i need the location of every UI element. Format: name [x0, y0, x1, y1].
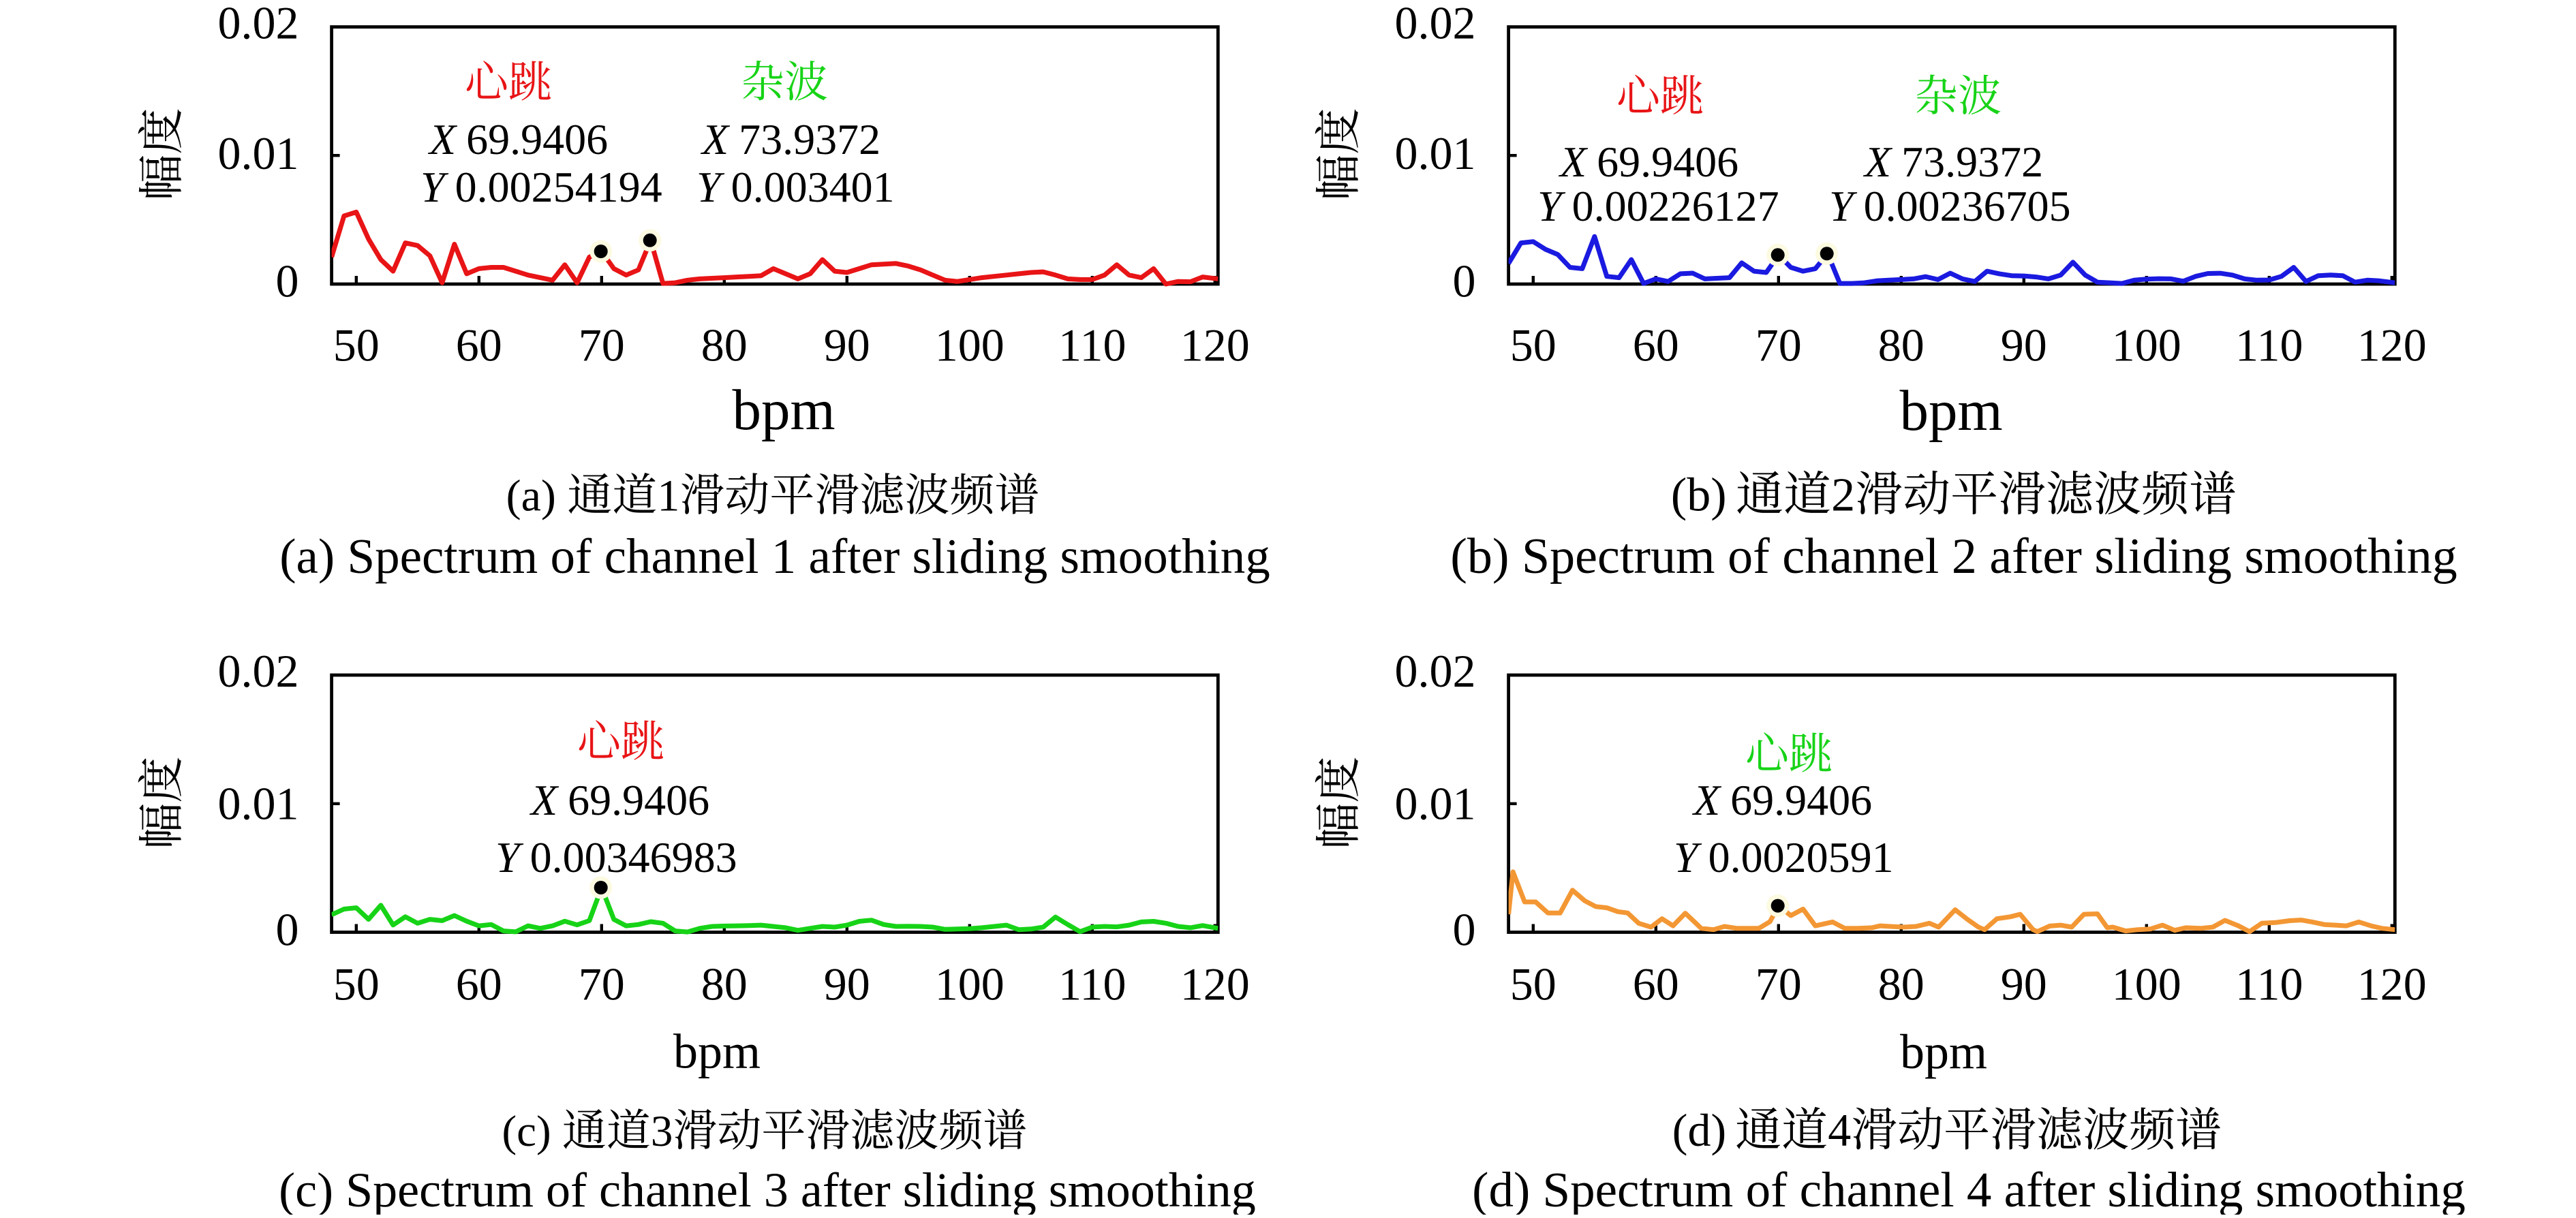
svg-text:50: 50: [1510, 958, 1557, 1010]
svg-text:2: 2: [1831, 469, 1855, 522]
svg-text:0.02: 0.02: [1395, 0, 1476, 48]
svg-text:0: 0: [276, 255, 299, 307]
svg-text:60: 60: [1633, 958, 1679, 1010]
svg-text:60: 60: [456, 958, 502, 1010]
svg-text:Y0.0020591: Y 0.0020591: [1674, 833, 1894, 881]
svg-text:70: 70: [579, 958, 625, 1010]
svg-text:0: 0: [1453, 255, 1476, 307]
svg-text:(d): (d): [1672, 1104, 1726, 1156]
svg-text:50: 50: [1510, 319, 1557, 371]
svg-text:Y0.00254194: Y 0.00254194: [420, 163, 662, 211]
svg-text:(b): (b): [1671, 469, 1727, 522]
svg-text:70: 70: [579, 319, 625, 371]
svg-text:120: 120: [1180, 958, 1250, 1010]
svg-text:Y0.003401: Y 0.003401: [696, 163, 895, 211]
svg-text:60: 60: [1633, 319, 1679, 371]
svg-text:X69.9406: X 69.9406: [427, 115, 608, 163]
svg-text:80: 80: [1878, 958, 1925, 1010]
svg-text:(b) Spectrum of channel 2 afte: (b) Spectrum of channel 2 after sliding …: [1450, 529, 2457, 584]
svg-text:0.01: 0.01: [1395, 778, 1476, 830]
svg-text:100: 100: [935, 319, 1005, 371]
svg-text:110: 110: [2235, 958, 2303, 1010]
svg-text:4: 4: [1828, 1104, 1851, 1156]
svg-text:90: 90: [824, 958, 870, 1010]
svg-text:0.01: 0.01: [218, 127, 299, 179]
svg-text:0: 0: [1453, 903, 1476, 955]
svg-text:90: 90: [2001, 958, 2047, 1010]
svg-text:X69.9406: X 69.9406: [529, 776, 709, 824]
svg-text:90: 90: [2001, 319, 2047, 371]
svg-text:X73.9372: X 73.9372: [700, 115, 880, 163]
svg-text:0.01: 0.01: [218, 778, 299, 830]
svg-text:80: 80: [1878, 319, 1925, 371]
svg-text:100: 100: [2112, 319, 2181, 371]
svg-text:(a): (a): [506, 471, 556, 521]
svg-text:X69.9406: X 69.9406: [1558, 138, 1738, 186]
svg-text:1: 1: [657, 471, 679, 521]
svg-text:70: 70: [1755, 319, 1802, 371]
svg-text:80: 80: [701, 319, 748, 371]
svg-text:(c): (c): [502, 1107, 551, 1156]
svg-text:50: 50: [333, 958, 380, 1010]
svg-text:100: 100: [2112, 958, 2181, 1010]
svg-text:(c) Spectrum of channel 3 afte: (c) Spectrum of channel 3 after sliding …: [279, 1163, 1256, 1215]
svg-text:bpm: bpm: [732, 378, 835, 442]
svg-text:120: 120: [2357, 958, 2427, 1010]
svg-text:0.02: 0.02: [1395, 645, 1476, 697]
svg-text:(d) Spectrum of channel 4 afte: (d) Spectrum of channel 4 after sliding …: [1472, 1162, 2466, 1215]
svg-text:90: 90: [824, 319, 870, 371]
svg-text:50: 50: [333, 319, 380, 371]
svg-text:bpm: bpm: [1900, 1025, 1987, 1079]
svg-text:0.01: 0.01: [1395, 127, 1476, 179]
svg-text:80: 80: [701, 958, 748, 1010]
svg-text:0.02: 0.02: [218, 645, 299, 697]
svg-text:X69.9406: X 69.9406: [1691, 776, 1872, 824]
svg-text:bpm: bpm: [1899, 379, 2002, 443]
svg-text:bpm: bpm: [673, 1025, 761, 1079]
svg-text:60: 60: [456, 319, 502, 371]
svg-text:100: 100: [935, 958, 1005, 1010]
svg-text:120: 120: [1180, 319, 1250, 371]
svg-text:X73.9372: X 73.9372: [1862, 138, 2043, 186]
svg-text:Y0.00236705: Y 0.00236705: [1829, 182, 2071, 230]
svg-text:(a) Spectrum of channel 1 afte: (a) Spectrum of channel 1 after sliding …: [279, 529, 1270, 584]
svg-text:110: 110: [2235, 319, 2303, 371]
svg-text:Y0.00346983: Y 0.00346983: [495, 833, 737, 881]
svg-text:70: 70: [1755, 958, 1802, 1010]
svg-text:110: 110: [1058, 319, 1126, 371]
svg-text:110: 110: [1058, 958, 1126, 1010]
svg-text:120: 120: [2357, 319, 2427, 371]
svg-text:0: 0: [276, 903, 299, 955]
svg-text:Y0.00226127: Y 0.00226127: [1537, 182, 1779, 230]
svg-text:3: 3: [651, 1107, 673, 1156]
svg-text:0.02: 0.02: [218, 0, 299, 48]
